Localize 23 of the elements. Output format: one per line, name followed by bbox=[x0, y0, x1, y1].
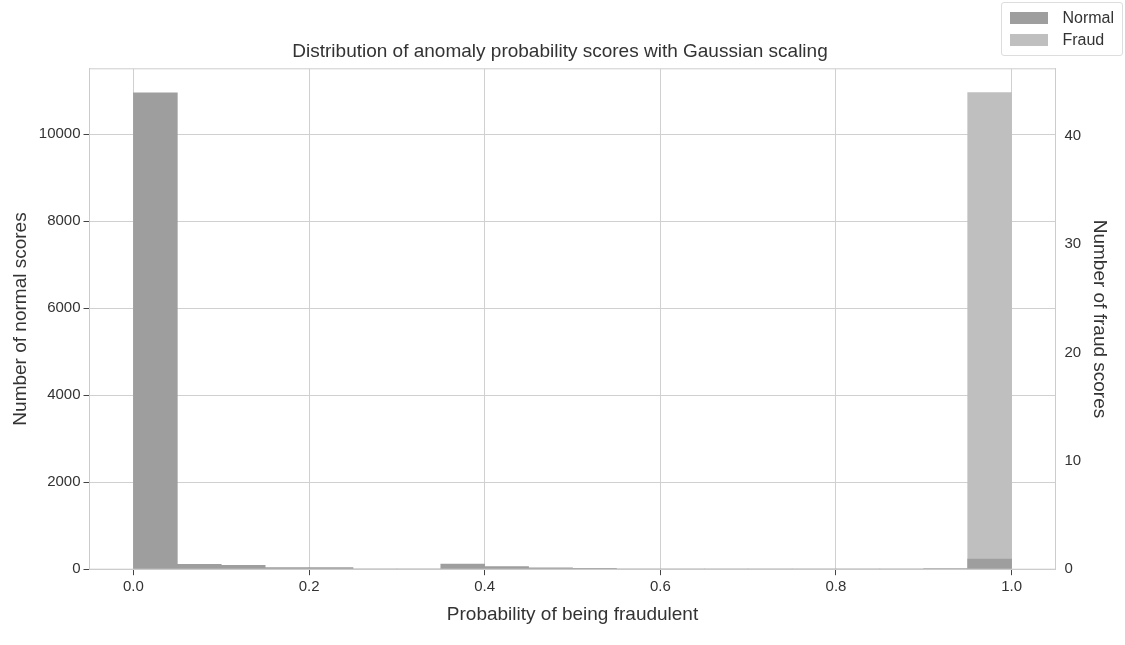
x-tick-label: 0.4 bbox=[474, 577, 496, 595]
y2-tick-label: 20 bbox=[1064, 342, 1082, 360]
x-tick-label: 0.0 bbox=[122, 577, 144, 595]
y-tick-label: 4000 bbox=[47, 385, 81, 403]
y2-axis-title: Number of fraud scores bbox=[1090, 219, 1112, 419]
legend-label: Fraud bbox=[1062, 31, 1105, 49]
y2-tick-label: 10 bbox=[1064, 451, 1082, 469]
y-tick-label: 8000 bbox=[47, 211, 81, 229]
chart-title: Distribution of anomaly probability scores with Gaussian scaling bbox=[292, 39, 828, 61]
y-tick-label: 10000 bbox=[38, 124, 81, 142]
x-axis-title: Probability of being fraudulent bbox=[446, 602, 699, 624]
x-tick-label: 0.8 bbox=[825, 577, 847, 595]
x-tick-label: 0.2 bbox=[298, 577, 320, 595]
y-tick-label: 0 bbox=[72, 559, 81, 577]
y-tick-label: 2000 bbox=[47, 472, 81, 490]
x-tick-label: 1.0 bbox=[1001, 577, 1023, 595]
x-tick-label: 0.6 bbox=[649, 577, 671, 595]
y2-tick-label: 0 bbox=[1064, 559, 1073, 577]
y2-tick-label: 40 bbox=[1064, 126, 1082, 144]
y-axis-title: Number of normal scores bbox=[8, 212, 30, 426]
legend-label: Normal bbox=[1062, 9, 1114, 27]
y2-tick-label: 30 bbox=[1064, 234, 1082, 252]
y-tick-label: 6000 bbox=[47, 298, 81, 316]
